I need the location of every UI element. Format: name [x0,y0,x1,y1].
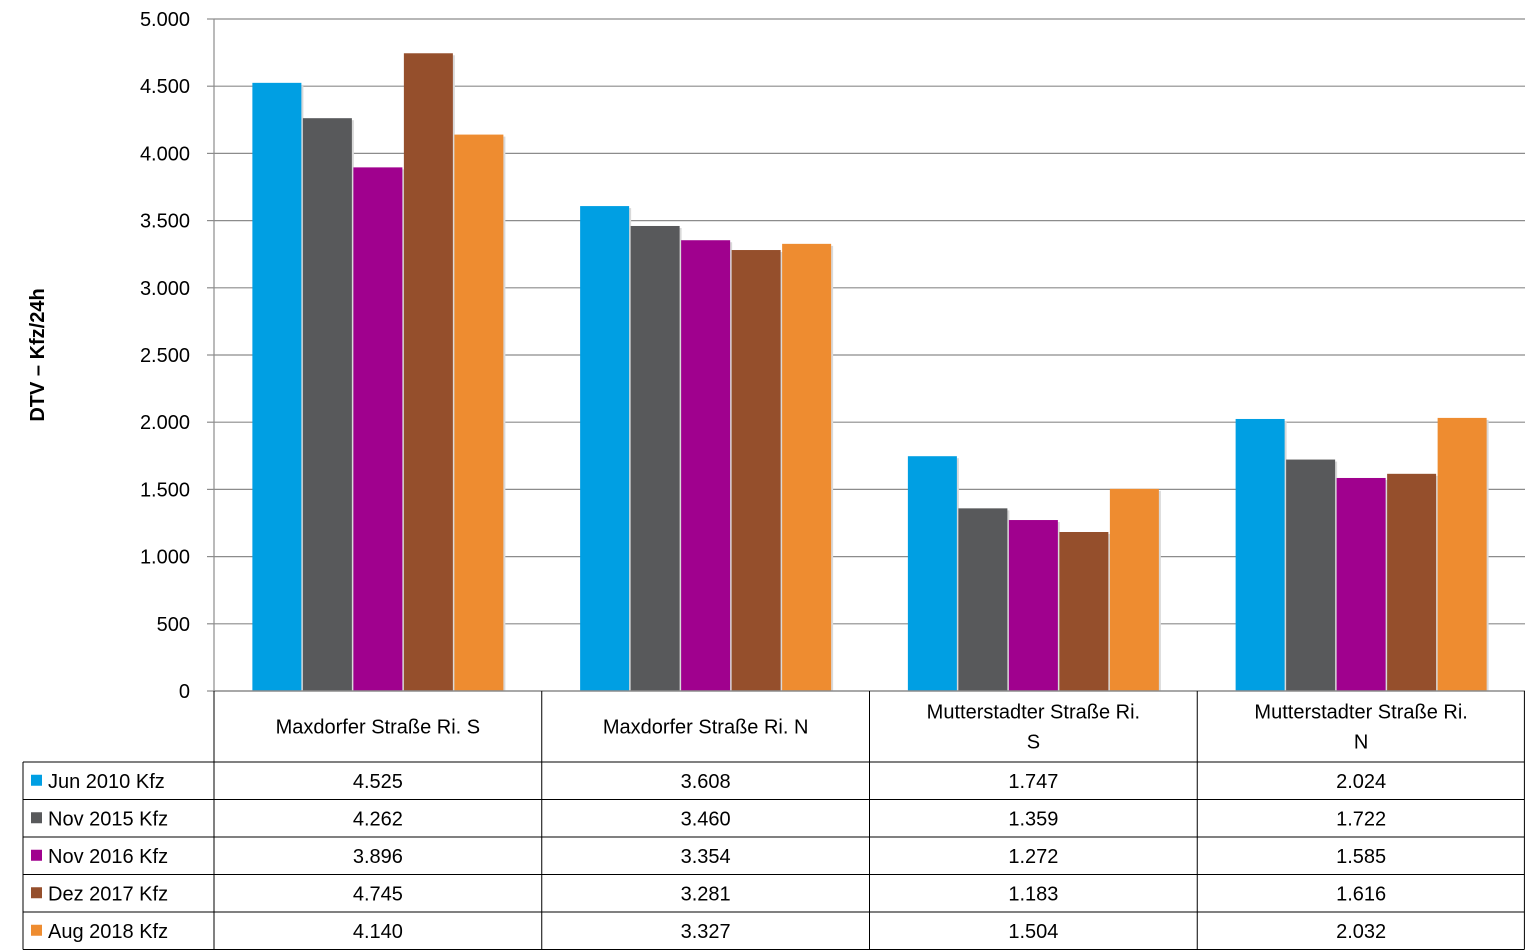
legend-swatch [31,812,42,824]
table-cell-value: 1.747 [1008,771,1058,793]
table-cell-value: 2.032 [1336,921,1386,943]
table-cell-value: 3.460 [681,808,731,830]
y-axis-label: DTV – Kfz/24h [27,288,49,421]
data-table: Maxdorfer Straße Ri. S Maxdorfer Straße R… [22,691,1525,950]
table-cell-value: 3.327 [681,921,731,943]
legend-label: Aug 2018 Kfz [48,921,168,943]
table-cell-value: 4.140 [353,921,403,943]
category-label: S [1027,732,1040,754]
bar [302,118,352,692]
table-cell-value: 4.745 [353,883,403,905]
y-tick-label: 2.500 [140,345,190,367]
bar [1437,417,1487,691]
legend-swatch [31,849,42,861]
category-label: Maxdorfer Straße Ri. S [276,717,481,739]
table-cell-value: 4.262 [353,808,403,830]
y-tick-label: 2.000 [140,412,190,434]
legend-label: Nov 2015 Kfz [48,808,168,830]
table-cell-value: 1.504 [1008,921,1058,943]
table-cell-value: 3.281 [681,883,731,905]
legend-label: Jun 2010 Kfz [48,771,165,793]
bar [353,167,403,692]
bar [1336,477,1386,691]
y-tick-label: 3.500 [140,211,190,233]
bar [1235,418,1285,691]
legend-swatch [31,924,42,936]
y-tick-label: 1.500 [140,479,190,501]
table-cell-value: 1.722 [1336,808,1386,830]
table-cell-value: 3.608 [681,771,731,793]
bar [403,53,453,692]
category-label: Maxdorfer Straße Ri. N [603,717,809,739]
table-cell-value: 2.024 [1336,771,1386,793]
bar [1059,532,1109,691]
bars [252,53,1489,692]
table-cell-value: 1.272 [1008,846,1058,868]
category-label: N [1354,732,1368,754]
table-cell-value: 3.896 [353,846,403,868]
table-cell-value: 1.359 [1008,808,1058,830]
y-tick-label: 4.500 [140,76,190,98]
bar [958,508,1008,691]
bar [782,243,832,691]
category-label: Mutterstadter Straße Ri. [927,702,1140,724]
legend-swatch [31,774,42,786]
axes: 0 500 1.000 1.500 2.000 2.500 3.000 3.500 4.000 4… [140,9,1525,703]
y-tick-label: 4.000 [140,143,190,165]
y-tick-label: 3.000 [140,278,190,300]
table-cell-value: 1.183 [1008,883,1058,905]
bar [580,206,630,692]
y-tick-label: 0 [179,681,190,703]
bar [1387,473,1437,691]
y-tick-label: 5.000 [140,9,190,31]
y-tick-label: 500 [157,614,190,636]
table-cell-value: 3.354 [681,846,731,868]
legend-label: Nov 2016 Kfz [48,846,168,868]
y-tick-label: 1.000 [140,547,190,569]
bar [1109,488,1159,691]
bar [252,82,302,692]
bar [681,240,731,691]
table-cell-value: 4.525 [353,771,403,793]
bar [731,250,781,691]
legend-label: Dez 2017 Kfz [48,883,168,905]
bar [630,225,680,691]
category-label: Mutterstadter Straße Ri. [1254,702,1467,724]
table-cell-value: 1.616 [1336,883,1386,905]
bar [1286,459,1336,691]
bar [1008,520,1058,691]
table-cell-value: 1.585 [1336,846,1386,868]
bar [454,134,504,692]
bar [907,456,957,691]
legend-swatch [31,887,42,899]
